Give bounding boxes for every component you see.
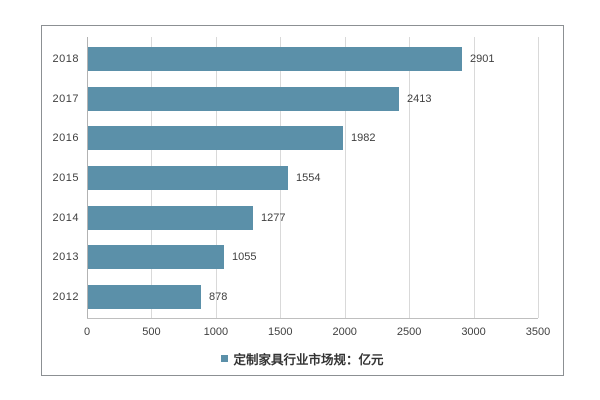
y-axis-category-label: 2012 (52, 291, 79, 304)
bar-value-label: 2413 (407, 92, 432, 105)
bar-value-label: 1277 (261, 211, 286, 224)
bar (88, 126, 343, 151)
bar (88, 285, 201, 310)
bar (88, 46, 462, 71)
x-axis-tick-label: 1500 (268, 326, 293, 338)
bar-rows: 2018 2901 2017 2413 2016 1982 2015 1554 2014 1277… (42, 39, 563, 317)
chart-frame: 2018 2901 2017 2413 2016 1982 2015 1554 2014 1277… (41, 25, 564, 376)
legend: 定制家具行业市场规：亿元 (42, 349, 563, 368)
bar-row: 2013 1055 (42, 238, 563, 278)
x-axis-tick-label: 2500 (396, 326, 422, 338)
bar (88, 205, 253, 230)
legend-label: 定制家具行业市场规：亿元 (233, 353, 384, 367)
bar-row: 2017 2413 (42, 79, 563, 119)
y-axis-category-label: 2016 (52, 132, 79, 145)
bar-row: 2018 2901 (42, 39, 563, 79)
x-axis-tick-label: 500 (142, 326, 161, 338)
y-axis-category-label: 2013 (52, 251, 79, 264)
bar-value-label: 1982 (351, 132, 376, 145)
bar (88, 166, 288, 191)
gridline (344, 37, 346, 318)
gridline (473, 37, 475, 318)
x-axis-tick-label: 0 (83, 326, 91, 338)
bar-row: 2012 878 (42, 277, 563, 317)
x-axis-tick-label: 1000 (203, 326, 229, 338)
bar-row: 2016 1982 (42, 118, 563, 158)
y-axis-category-label: 2015 (52, 172, 79, 185)
x-axis-tick-label: 2000 (332, 326, 357, 338)
bar-value-label: 878 (209, 291, 228, 304)
bar (88, 86, 399, 111)
gridline (409, 37, 411, 318)
y-axis-category-label: 2018 (52, 52, 79, 65)
legend-marker-icon (221, 355, 229, 362)
bar (88, 245, 224, 270)
x-axis-tick-label: 3000 (461, 326, 486, 338)
x-axis-line (87, 318, 538, 319)
gridline (538, 37, 539, 318)
bar-value-label: 1554 (296, 172, 321, 185)
bar-value-label: 1055 (232, 251, 257, 264)
x-axis-tick-label: 3500 (525, 326, 551, 338)
y-axis-category-label: 2014 (52, 211, 79, 224)
bar-row: 2014 1277 (42, 198, 563, 238)
bar-row: 2015 1554 (42, 158, 563, 198)
y-axis-category-label: 2017 (52, 92, 79, 105)
bar-value-label: 2901 (470, 52, 495, 65)
x-axis: 0 500 1000 1500 2000 2500 3000 3500 (42, 26, 563, 375)
y-axis-line (87, 37, 88, 318)
